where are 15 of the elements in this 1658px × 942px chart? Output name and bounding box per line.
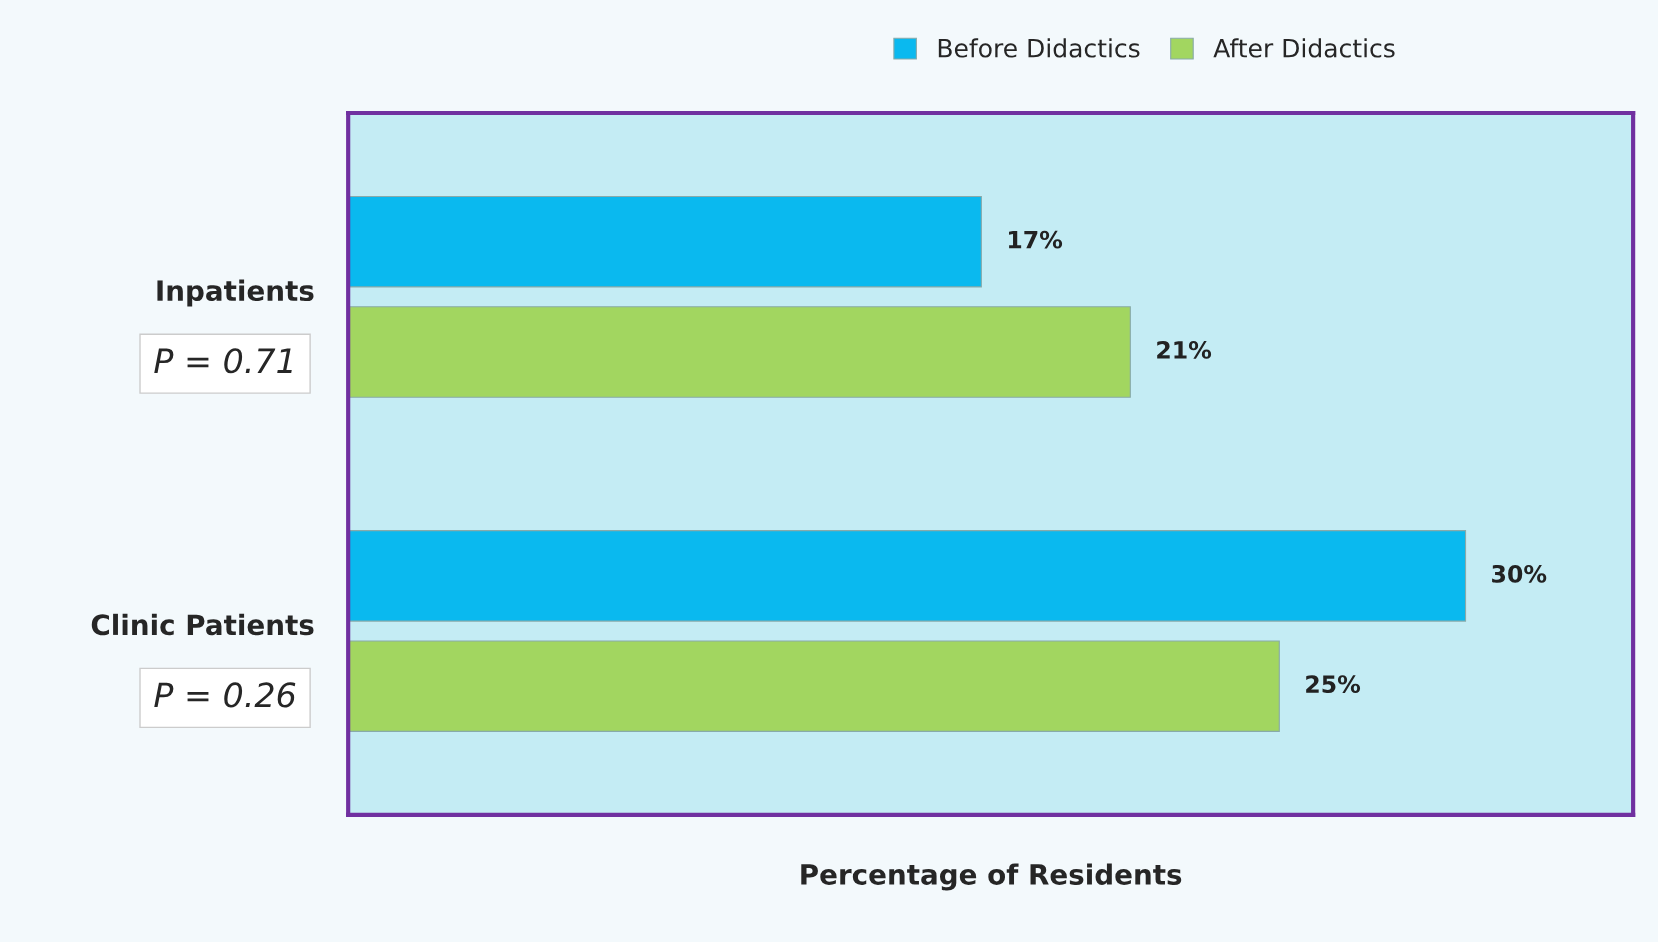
y-tick-label: Clinic Patients (91, 613, 314, 636)
data-label: 30% (1492, 564, 1547, 583)
x-axis-title: Percentage of Residents (801, 863, 1182, 891)
bar (348, 306, 1131, 398)
bar (348, 530, 1467, 622)
data-label: 21% (1157, 340, 1212, 359)
legend-label: Before Didactics (938, 38, 1140, 58)
bar (348, 640, 1280, 732)
text: P = 0.71 (154, 348, 292, 374)
text: P = 0.26 (154, 682, 296, 708)
bar (348, 195, 982, 288)
data-label: 25% (1306, 675, 1361, 694)
legend-label: After Didactics (1213, 38, 1395, 58)
data-label: 17% (1009, 230, 1063, 249)
y-tick-label: Inpatients (157, 279, 314, 307)
